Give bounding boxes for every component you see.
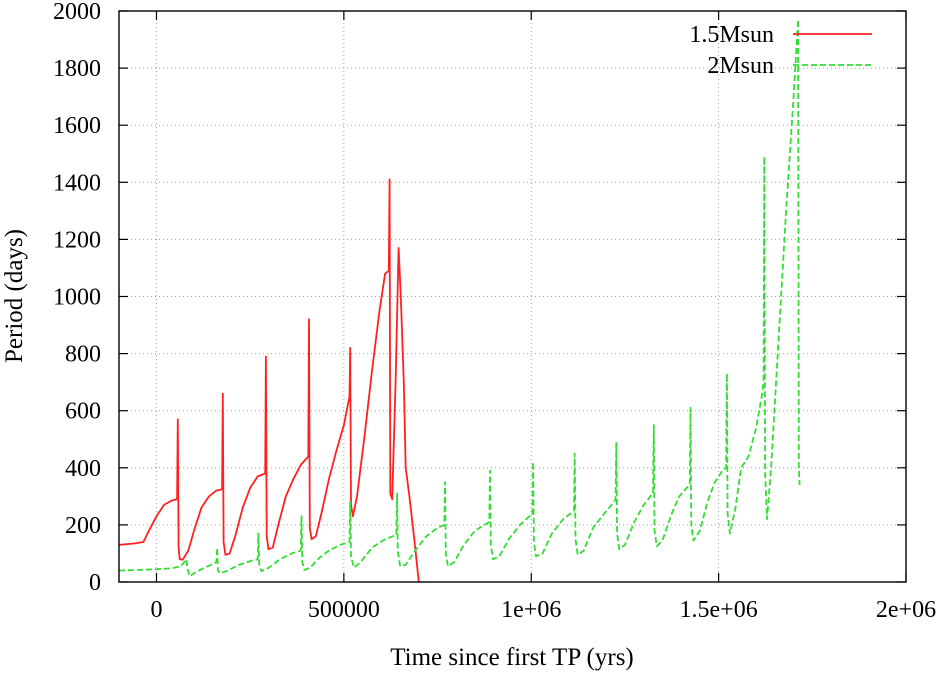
y-tick-label: 1200 [53,227,101,253]
y-tick-label: 1000 [53,285,101,311]
series-layer [119,18,801,582]
series-line-two-msun [119,18,801,578]
legend-label: 1.5Msun [689,22,774,48]
legend-label: 2Msun [707,53,774,79]
y-tick-label: 600 [65,399,101,425]
series-line-one-point-five-msun [119,178,420,582]
y-tick-label: 0 [89,570,101,596]
x-axis-title: Time since first TP (yrs) [390,644,634,671]
axis-ticks [119,10,907,583]
y-axis-tick-labels: 0 200 400 600 800 1000 1200 1400 1600 1800 2000 [53,0,101,596]
x-tick-label: 500000 [308,597,380,623]
x-tick-label: 2e+06 [876,597,936,623]
y-tick-label: 1600 [53,113,101,139]
x-axis-tick-labels: 0 500000 1e+06 1.5e+06 2e+06 [150,597,936,623]
x-tick-label: 1.5e+06 [680,597,758,623]
legend: 1.5Msun 2Msun [689,22,872,79]
y-tick-label: 1400 [53,170,101,196]
y-tick-label: 1800 [53,56,101,82]
y-tick-label: 400 [65,456,101,482]
x-tick-label: 0 [150,597,162,623]
y-tick-label: 200 [65,513,101,539]
y-tick-label: 2000 [53,0,101,25]
y-tick-label: 800 [65,342,101,368]
y-axis-title: Period (days) [1,229,28,363]
x-tick-label: 1e+06 [501,597,561,623]
